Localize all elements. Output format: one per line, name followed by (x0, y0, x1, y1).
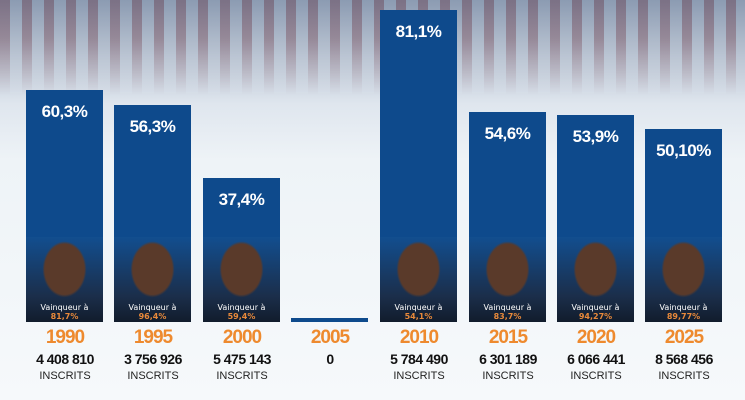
registered-count: 6 301 189 (479, 351, 537, 367)
year-label: 2000 (222, 327, 262, 348)
candidate-photo: Vainqueur à 83,7% (469, 237, 546, 322)
registered-label: INSCRITS (39, 370, 91, 382)
registered-count: 0 (326, 351, 334, 367)
year-label: 2005 (310, 327, 350, 348)
winner-percentage: 59,4% (227, 312, 256, 321)
winner-percentage: 54,1% (404, 312, 433, 321)
bar-2000: 37,4% Vainqueur à 59,4% (203, 178, 280, 322)
registered-count: 3 756 926 (124, 351, 182, 367)
year-label: 2015 (488, 327, 528, 348)
winner-percentage: 94,27% (578, 312, 613, 321)
candidate-photo: Vainqueur à 59,4% (203, 237, 280, 322)
registered-count: 8 568 456 (655, 351, 713, 367)
bar-2015: 54,6% Vainqueur à 83,7% (469, 111, 546, 322)
winner-percentage: 89,77% (666, 312, 701, 321)
winner-label: Vainqueur à (571, 303, 620, 312)
candidate-photo: Vainqueur à 81,7% (26, 237, 103, 322)
value-label: 50,10% (656, 141, 711, 161)
winner-label: Vainqueur à (394, 303, 443, 312)
winner-percentage: 81,7% (50, 312, 79, 321)
year-label: 2020 (576, 327, 616, 348)
winner-label: Vainqueur à (483, 303, 532, 312)
winner-percentage: 96,4% (138, 312, 167, 321)
registered-count: 6 066 441 (567, 351, 625, 367)
year-label: 1995 (133, 327, 173, 348)
winner-label: Vainqueur à (659, 303, 708, 312)
winner-percentage: 83,7% (493, 312, 522, 321)
registered-label: INSCRITS (570, 370, 622, 382)
bar-1990: 60,3% Vainqueur à 81,7% (26, 90, 103, 322)
year-label: 1990 (45, 327, 85, 348)
value-label: 81,1% (395, 22, 442, 41)
bar-2005 (291, 318, 368, 322)
registered-label: INSCRITS (482, 370, 534, 382)
registered-label: INSCRITS (216, 370, 268, 382)
year-label: 2025 (664, 327, 704, 348)
bar-2025: 50,10% Vainqueur à 89,77% (645, 129, 722, 322)
background-building (0, 0, 745, 95)
candidate-photo: Vainqueur à 94,27% (557, 237, 634, 322)
year-label: 2010 (399, 327, 439, 348)
candidate-photo: Vainqueur à 54,1% (380, 237, 457, 322)
candidate-photo: Vainqueur à 89,77% (645, 237, 722, 322)
registered-count: 4 408 810 (36, 351, 94, 367)
value-label: 56,3% (129, 117, 176, 137)
value-label: 54,6% (484, 123, 531, 143)
winner-label: Vainqueur à (217, 303, 266, 312)
candidate-photo: Vainqueur à 96,4% (114, 237, 191, 322)
value-label: 60,3% (41, 102, 88, 122)
registered-label: INSCRITS (393, 370, 445, 382)
bar-2020: 53,9% Vainqueur à 94,27% (557, 114, 634, 322)
bar-1995: 56,3% Vainqueur à 96,4% (114, 105, 191, 322)
winner-label: Vainqueur à (128, 303, 177, 312)
value-label: 53,9% (572, 126, 619, 146)
value-label: 37,4% (218, 190, 265, 210)
registered-label: INSCRITS (127, 370, 179, 382)
registered-label: INSCRITS (658, 370, 710, 382)
registered-count: 5 475 143 (213, 351, 271, 367)
bar-2010: 81,1% Vainqueur à 54,1% (380, 10, 457, 322)
winner-label: Vainqueur à (40, 303, 89, 312)
registered-count: 5 784 490 (390, 351, 448, 367)
